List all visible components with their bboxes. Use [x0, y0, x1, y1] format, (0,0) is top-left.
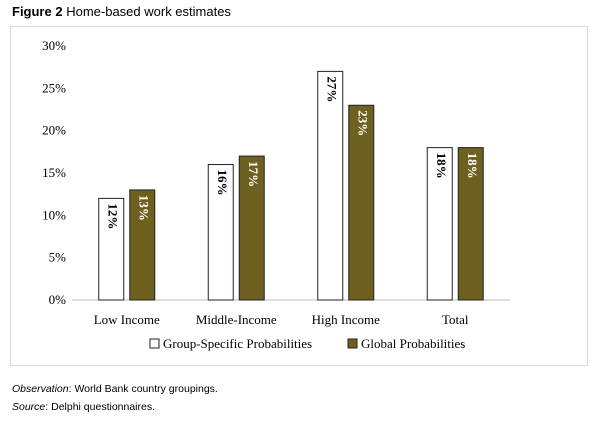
- chart-frame: [10, 26, 588, 366]
- x-tick-label: Total: [442, 312, 469, 327]
- x-tick-label: Middle-Income: [196, 312, 277, 327]
- figure-title-text: Home-based work estimates: [66, 4, 231, 19]
- figure-label: Figure 2: [12, 4, 63, 19]
- legend-swatch-group-specific: [149, 338, 160, 349]
- bar-value-label: 18%: [434, 153, 449, 179]
- bar-value-label: 18%: [465, 153, 480, 179]
- bar-global: [457, 147, 484, 301]
- bar-group-specific: [317, 70, 344, 301]
- source-note: Source: Delphi questionnaires.: [12, 398, 218, 416]
- bar-value-label: 27%: [324, 76, 339, 102]
- y-tick-label: 0%: [49, 292, 67, 307]
- y-tick-label: 15%: [42, 165, 66, 180]
- bar-value-label: 23%: [355, 110, 370, 136]
- legend-label: Global Probabilities: [361, 336, 465, 351]
- bar-global: [129, 189, 156, 301]
- bar-group-specific: [426, 147, 453, 301]
- source-label: Source: [12, 401, 46, 413]
- bar-value-label: 13%: [136, 195, 151, 221]
- figure-notes: Observation: World Bank country grouping…: [12, 380, 218, 416]
- y-tick-label: 20%: [42, 123, 66, 138]
- bar-global: [238, 155, 265, 301]
- legend: Group-Specific Probabilities Global Proba…: [149, 336, 465, 351]
- y-tick-label: 5%: [49, 250, 67, 265]
- bar-value-label: 16%: [215, 170, 230, 196]
- observation-label: Observation: [12, 383, 69, 395]
- bar-global: [348, 104, 375, 301]
- bar-value-label: 12%: [105, 203, 120, 229]
- y-tick-label: 25%: [42, 80, 66, 95]
- bar-value-label: 17%: [246, 161, 261, 187]
- bar-group-specific: [98, 197, 125, 301]
- x-tick-label: Low Income: [94, 312, 160, 327]
- bars: 12% 13% 16% 17% 27% 23% 18% 18%: [98, 70, 484, 301]
- observation-text: : World Bank country groupings.: [68, 383, 218, 395]
- x-axis-ticks: Low Income Middle-Income High Income Total: [94, 312, 469, 327]
- legend-label: Group-Specific Probabilities: [163, 336, 312, 351]
- figure-title: Figure 2 Home-based work estimates: [12, 4, 231, 19]
- observation-note: Observation: World Bank country grouping…: [12, 380, 218, 398]
- bar-group-specific: [207, 164, 234, 301]
- source-text: : Delphi questionnaires.: [45, 401, 156, 413]
- x-tick-label: High Income: [312, 312, 380, 327]
- legend-swatch-global: [347, 338, 358, 349]
- y-tick-label: 30%: [42, 38, 66, 53]
- y-tick-label: 10%: [42, 207, 66, 222]
- y-axis-ticks: 0% 5% 10% 15% 20% 25% 30%: [42, 38, 66, 307]
